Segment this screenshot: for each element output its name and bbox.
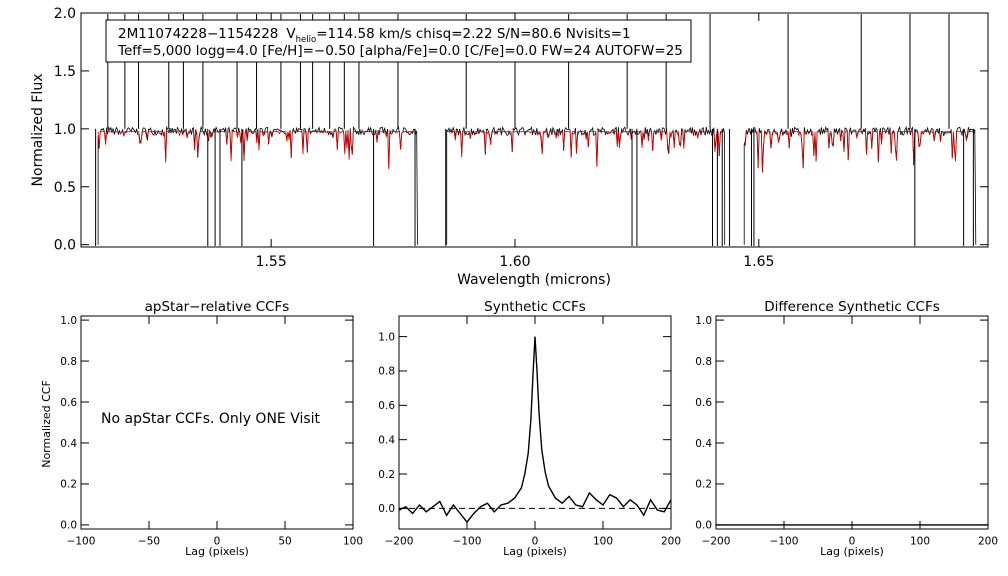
spectrum-x-tick-label: 1.55: [256, 254, 287, 270]
spectrum-y-axis-label: Normalized Flux: [30, 74, 46, 187]
apstar-ccf-y-tick-label: 0.0: [60, 520, 77, 532]
synthetic-ccf-line: [398, 336, 672, 524]
difference-ccf-y-tick-label: 0.2: [695, 479, 712, 491]
spectrum-ticks: 1.55 1.60 1.65 0.0 0.5 1.0 1.5 2.0: [54, 6, 988, 270]
difference-ccf-x-tick-label: 100: [910, 536, 930, 548]
observed-spectrum-chip-3: [743, 125, 977, 245]
spectrum-y-tick-label: 1.0: [54, 122, 76, 138]
synthetic-ccf-ticks: −200 −100 0 100 200 0.0 0.2 0.4 0.6 0.8 1.0: [378, 316, 681, 548]
difference-ccf-title: Difference Synthetic CCFs: [764, 299, 940, 315]
synthetic-ccf-x-tick-label: −100: [453, 536, 482, 548]
synthetic-ccf-title: Synthetic CCFs: [484, 299, 586, 315]
apstar-ccf-x-axis-label: Lag (pixels): [185, 545, 249, 558]
apstar-ccf-message: No apStar CCFs. Only ONE Visit: [101, 411, 321, 427]
ccf-y-axis-label: Normalized CCF: [40, 380, 53, 468]
difference-ccf-ticks: −200 −100 0 100 200 0.0 0.2 0.4 0.6 0.8 1.0: [695, 315, 998, 548]
synthetic-ccf-x-tick-label: 0: [532, 536, 539, 548]
synthetic-ccf-y-tick-label: 0.6: [378, 400, 395, 412]
info-box-frame: [105, 19, 692, 63]
apstar-ccf-title: apStar−relative CCFs: [145, 299, 290, 315]
difference-ccf-y-tick-label: 0.0: [695, 520, 712, 532]
difference-ccf-x-tick-label: −100: [770, 536, 799, 548]
difference-ccf-y-tick-label: 0.4: [695, 438, 712, 450]
synthetic-ccf-y-tick-label: 1.0: [378, 331, 395, 343]
v-rest: =114.58 km/s chisq=2.22 S/N=80.6 Nvisits…: [316, 26, 630, 42]
synthetic-ccf-x-tick-label: −200: [385, 536, 414, 548]
spectrum-y-tick-label: 0.0: [54, 238, 76, 254]
spectrum-x-axis-label: Wavelength (microns): [457, 272, 611, 288]
difference-ccf-y-tick-label: 0.8: [695, 356, 712, 368]
spectrum-x-tick-label: 1.60: [499, 254, 530, 270]
difference-ccf-x-axis-label: Lag (pixels): [820, 545, 884, 558]
difference-ccf-x-tick-label: −200: [702, 536, 731, 548]
apstar-ccf-x-tick-label: 100: [343, 536, 363, 548]
difference-ccf-y-tick-label: 0.6: [695, 397, 712, 409]
spectrum-y-tick-label: 1.5: [54, 64, 76, 80]
spectrum-x-tick-label: 1.65: [743, 254, 774, 270]
synthetic-ccf-y-tick-label: 0.8: [378, 366, 395, 378]
star-name: 2M11074228−1154228: [118, 26, 278, 42]
apstar-ccf-y-tick-label: 1.0: [60, 315, 77, 327]
info-box-line1: 2M11074228−1154228 Vhelio=114.58 km/s chi…: [118, 26, 631, 45]
model-spectrum-chip-1: [97, 130, 417, 170]
apstar-ccf-y-tick-label: 0.8: [60, 356, 77, 368]
info-box-line2: Teff=5,000 logg=4.0 [Fe/H]=−0.50 [alpha/…: [117, 43, 683, 59]
apstar-ccf-y-tick-label: 0.4: [60, 438, 77, 450]
info-box: 2M11074228−1154228 Vhelio=114.58 km/s chi…: [105, 19, 692, 63]
difference-ccf-x-tick-label: 0: [849, 536, 856, 548]
spectrum-y-tick-label: 0.5: [54, 180, 76, 196]
apstar-ccf-x-tick-label: 50: [278, 536, 291, 548]
apstar-ccf-x-tick-label: −50: [138, 536, 160, 548]
spectrum-panel: 1.55 1.60 1.65 0.0 0.5 1.0 1.5 2.0 Wavelength (…: [30, 6, 989, 288]
spectrum-frame: [80, 12, 989, 248]
synthetic-ccf-x-tick-label: 100: [593, 536, 613, 548]
apstar-ccf-panel: apStar−relative CCFs −100 −50 0 50 100 0.0 0.2…: [40, 299, 363, 558]
apstar-ccf-ticks: −100 −50 0 50 100 0.0 0.2 0.4 0.6 0.8 1.0: [60, 315, 363, 548]
observed-spectrum-chip-1: [97, 125, 418, 245]
difference-ccf-frame: [715, 315, 989, 530]
synthetic-ccf-y-tick-label: 0.4: [378, 434, 395, 446]
apstar-ccf-x-tick-label: −100: [67, 536, 96, 548]
difference-ccf-panel: Difference Synthetic CCFs −200 −100 0 100 20…: [695, 299, 998, 558]
model-spectrum-chip-3: [743, 130, 975, 171]
apstar-ccf-y-tick-label: 0.2: [60, 479, 77, 491]
synthetic-ccf-x-tick-label: 200: [661, 536, 681, 548]
apstar-ccf-x-tick-label: 0: [214, 536, 221, 548]
apstar-ccf-y-tick-label: 0.6: [60, 397, 77, 409]
v-symbol: V: [286, 26, 296, 42]
synthetic-ccf-panel: Synthetic CCFs −200 −100 0 100 200 0.0 0.2 0.4 0…: [378, 299, 681, 558]
v-subscript: helio: [296, 35, 317, 45]
synthetic-ccf-x-axis-label: Lag (pixels): [503, 545, 567, 558]
spectrum-y-tick-label: 2.0: [54, 6, 76, 22]
synthetic-ccf-y-tick-label: 0.2: [378, 469, 395, 481]
difference-ccf-x-tick-label: 200: [978, 536, 998, 548]
synthetic-ccf-y-tick-label: 0.0: [378, 503, 395, 515]
observed-spectrum-chip-2: [446, 125, 726, 245]
model-spectrum-chip-2: [446, 130, 725, 167]
difference-ccf-y-tick-label: 1.0: [695, 315, 712, 327]
